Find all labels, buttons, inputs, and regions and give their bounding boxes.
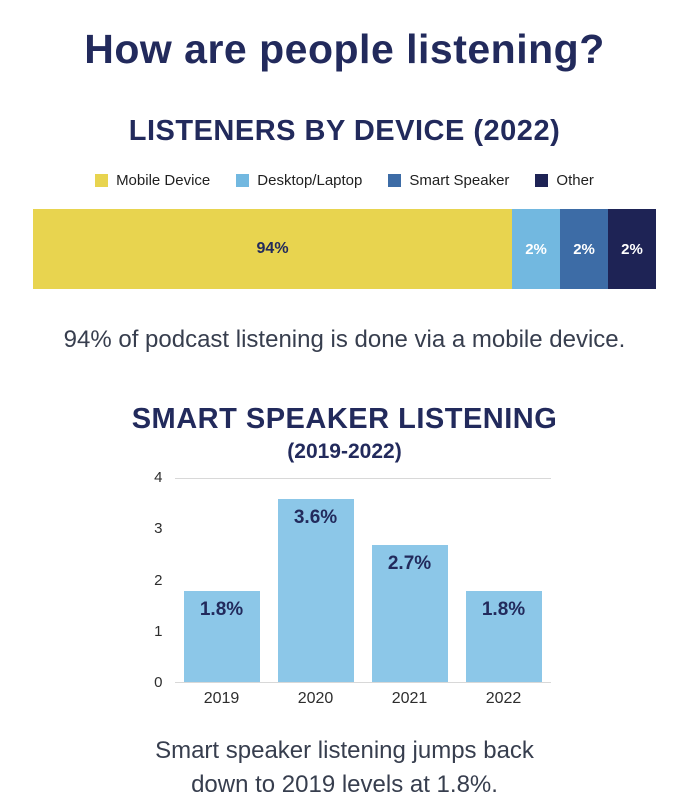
category-label: 2019	[203, 690, 240, 707]
segment-value-label: 2%	[621, 240, 643, 258]
bar-segment: 2%	[512, 209, 561, 289]
bar: 1.8%	[183, 590, 260, 682]
smart-speaker-section: SMART SPEAKER LISTENING (2019-2022) 0 1 2 3…	[0, 403, 689, 802]
page-title: How are people listening?	[84, 26, 605, 72]
legend-label: Other	[556, 172, 594, 189]
legend-swatch	[95, 174, 109, 187]
y-tick-label: 4	[154, 469, 163, 486]
legend-item: Desktop/Laptop	[236, 172, 362, 189]
x-axis: 2019 2020 2021 2022	[175, 690, 551, 708]
y-tick-label: 0	[154, 674, 163, 691]
listeners-by-device-section: LISTENERS BY DEVICE (2022) Mobile Device…	[0, 115, 689, 357]
y-tick-label: 2	[154, 571, 163, 589]
segment-value-label: 94%	[256, 240, 289, 257]
speaker-section-subtitle: (2019-2022)	[287, 440, 402, 463]
bar-value-label: 1.8%	[199, 598, 244, 620]
bar: 2.7%	[371, 544, 448, 682]
legend-swatch	[535, 174, 549, 187]
segment-value-label: 2%	[573, 240, 595, 258]
bar-segment: 2%	[608, 209, 656, 289]
legend-label: Desktop/Laptop	[257, 172, 363, 189]
plot-area: 1.8% 3.6% 2.7% 1.8%	[174, 478, 551, 683]
bar-value-label: 3.6%	[293, 507, 338, 529]
y-axis: 0 1 2 3 4	[139, 469, 175, 691]
bar: 3.6%	[277, 499, 354, 682]
chart-plot-area-wrap: 0 1 2 3 4 1.8% 3.6% 2.7% 1.8%	[139, 469, 551, 691]
legend-swatch	[388, 174, 402, 187]
y-tick-label: 3	[154, 520, 163, 538]
device-section-title: LISTENERS BY DEVICE (2022)	[128, 115, 561, 147]
smart-speaker-bar-chart: 0 1 2 3 4 1.8% 3.6% 2.7% 1.8% 2019 2020 2021 2022	[139, 469, 551, 708]
device-caption: 94% of podcast listening is done via a m…	[63, 326, 626, 353]
speaker-caption-line1: Smart speaker listening jumps back	[155, 737, 534, 764]
speaker-caption: Smart speaker listening jumps back down …	[0, 734, 689, 802]
y-tick-label: 1	[154, 622, 163, 640]
bar: 1.8%	[465, 590, 542, 682]
bar-segment: 2%	[560, 209, 609, 289]
legend-swatch	[236, 174, 250, 187]
legend-item: Other	[535, 172, 594, 189]
speaker-section-title: SMART SPEAKER LISTENING	[131, 403, 558, 435]
category-label: 2021	[391, 690, 428, 707]
segment-value-label: 2%	[525, 240, 547, 258]
speaker-caption-line2: down to 2019 levels at 1.8%.	[191, 771, 498, 798]
category-label: 2020	[297, 690, 334, 707]
device-chart-legend: Mobile Device Desktop/Laptop Smart Speaker…	[0, 172, 689, 189]
legend-item: Mobile Device	[95, 172, 210, 189]
bar-value-label: 1.8%	[481, 598, 526, 620]
bar-segment: 94%	[33, 209, 513, 289]
bar-value-label: 2.7%	[387, 552, 432, 574]
legend-label: Smart Speaker	[409, 172, 510, 189]
legend-item: Smart Speaker	[388, 172, 509, 189]
legend-label: Mobile Device	[116, 172, 211, 189]
device-stacked-bar-chart: 94% 2% 2% 2%	[33, 209, 656, 289]
category-label: 2022	[485, 690, 522, 707]
